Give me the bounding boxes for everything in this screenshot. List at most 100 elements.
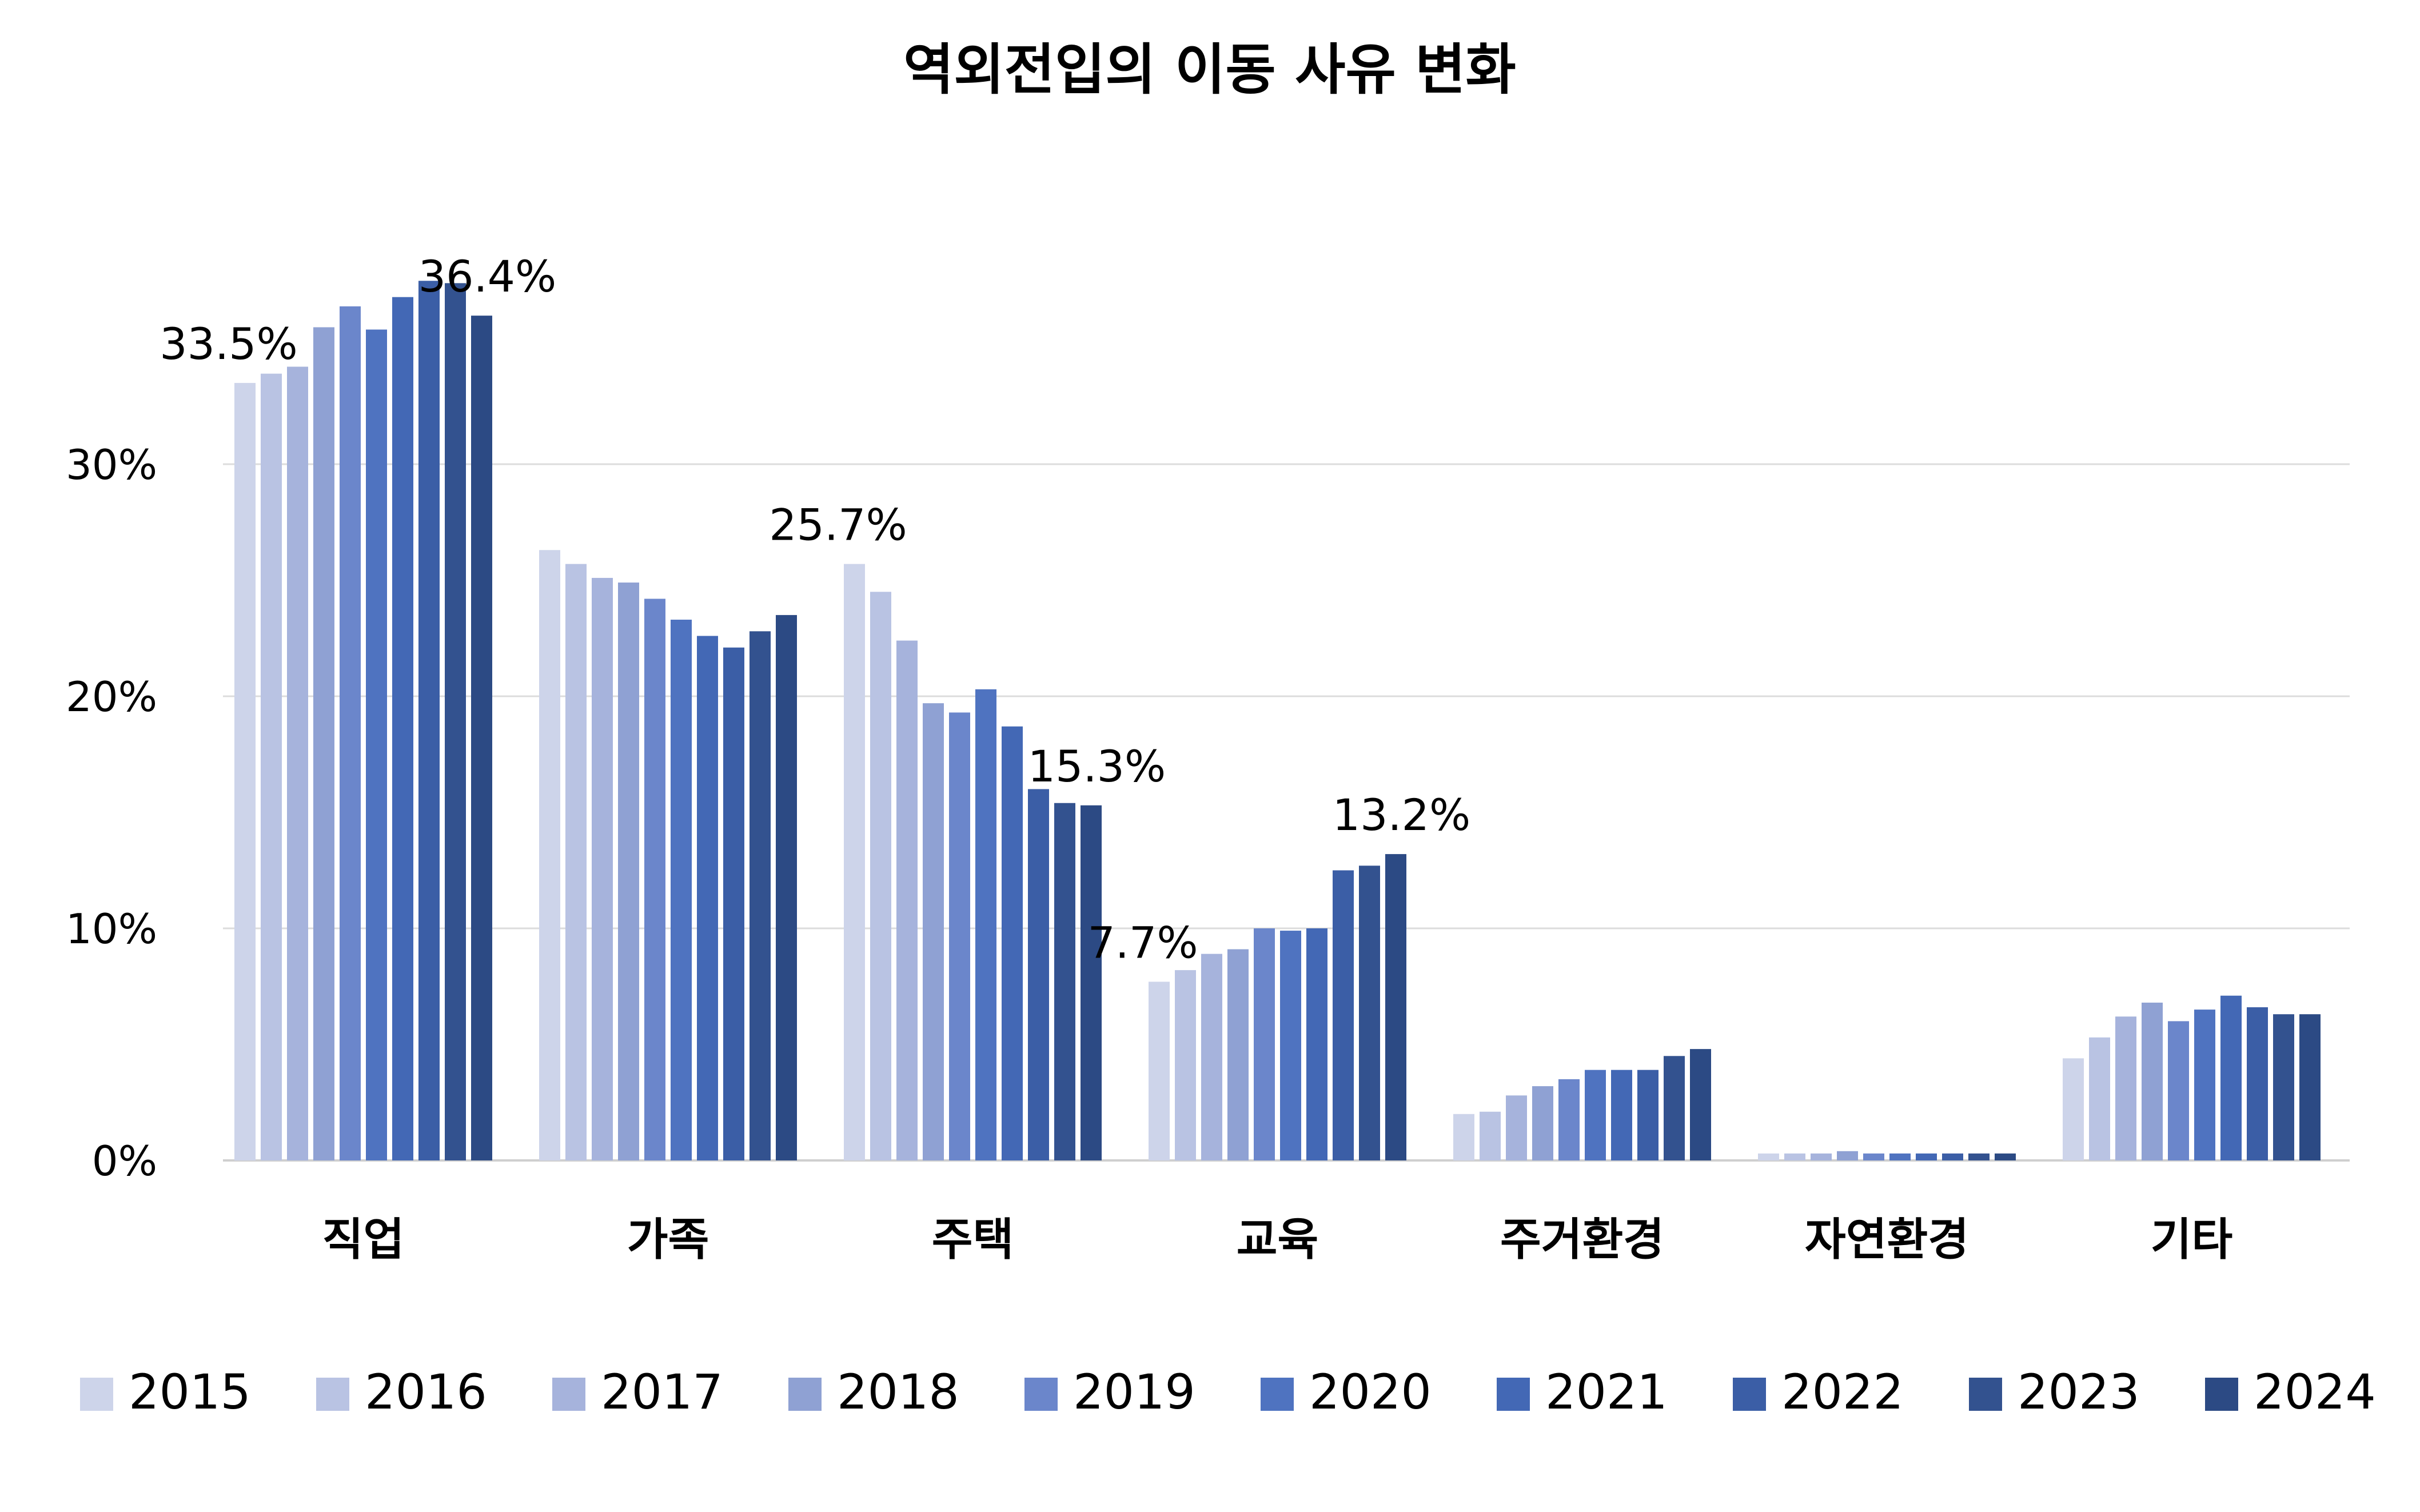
bar-2022-교육 xyxy=(1333,870,1354,1160)
bar-2019-교육 xyxy=(1254,928,1275,1160)
bar-2023-주택 xyxy=(1054,803,1075,1160)
y-tick-label: 20% xyxy=(66,673,157,721)
bar-2020-교육 xyxy=(1280,931,1301,1160)
x-category-label: 주거환경 xyxy=(1500,1214,1664,1266)
legend-label: 2019 xyxy=(1073,1364,1195,1420)
legend-swatch-2021 xyxy=(1497,1378,1530,1411)
data-label: 33.5% xyxy=(160,318,297,369)
bar-2022-주거환경 xyxy=(1637,1070,1658,1160)
data-label: 25.7% xyxy=(769,500,907,550)
bar-2024-기타 xyxy=(2299,1014,2321,1160)
legend-swatch-2019 xyxy=(1024,1378,1058,1411)
data-label: 36.4% xyxy=(418,251,556,302)
bar-2021-자연환경 xyxy=(1916,1153,1937,1160)
legend: 2015 2016 2017 2018 2019 2020 2021 2022 2023 2024 xyxy=(80,1364,2376,1420)
bar-2018-주택 xyxy=(923,703,944,1160)
legend-swatch-2017 xyxy=(552,1378,585,1411)
legend-swatch-2016 xyxy=(316,1378,349,1411)
bar-2022-직업 xyxy=(418,281,440,1160)
bar-2022-기타 xyxy=(2247,1007,2268,1160)
bar-2015-기타 xyxy=(2063,1058,2084,1160)
bar-2018-기타 xyxy=(2142,1002,2163,1160)
bar-2017-교육 xyxy=(1201,954,1222,1160)
bar-2019-주거환경 xyxy=(1558,1079,1580,1160)
bar-2019-가족 xyxy=(644,599,665,1160)
bar-2023-직업 xyxy=(445,283,466,1160)
bar-2020-자연환경 xyxy=(1889,1153,1911,1160)
x-category-label: 기타 xyxy=(2151,1214,2233,1266)
y-axis: 0% 10% 20% 30% xyxy=(66,441,157,1185)
legend-label: 2023 xyxy=(2018,1364,2140,1420)
x-category-label: 자연환경 xyxy=(1805,1214,1969,1266)
bar-2016-주택 xyxy=(870,592,891,1160)
bar-2021-교육 xyxy=(1306,928,1327,1160)
y-tick-label: 10% xyxy=(66,905,157,953)
bar-2023-교육 xyxy=(1359,865,1380,1160)
data-labels: 33.5% 36.4% 25.7% 15.3% 7.7% 13.2% xyxy=(160,251,1470,968)
bar-2015-자연환경 xyxy=(1758,1153,1779,1160)
legend-swatch-2023 xyxy=(1969,1378,2002,1411)
bar-2024-직업 xyxy=(471,316,492,1161)
bar-2021-직업 xyxy=(392,297,413,1161)
bar-2015-직업 xyxy=(234,382,256,1160)
legend-label: 2024 xyxy=(2254,1364,2376,1420)
legend-label: 2022 xyxy=(1781,1364,1904,1420)
bar-2020-주거환경 xyxy=(1585,1070,1606,1160)
bar-2017-주택 xyxy=(896,640,918,1160)
bar-2023-가족 xyxy=(749,631,771,1160)
bar-2024-주택 xyxy=(1081,805,1102,1160)
bar-2022-가족 xyxy=(723,647,744,1160)
bar-2020-직업 xyxy=(366,329,387,1160)
bar-2015-가족 xyxy=(539,550,560,1160)
bar-2017-자연환경 xyxy=(1811,1153,1832,1160)
bar-2021-기타 xyxy=(2220,995,2242,1160)
bar-2016-주거환경 xyxy=(1480,1111,1501,1160)
legend-label: 2021 xyxy=(1545,1364,1668,1420)
bar-2023-자연환경 xyxy=(1968,1153,1990,1160)
bar-2024-교육 xyxy=(1385,854,1406,1160)
bar-2020-가족 xyxy=(671,620,692,1160)
bar-2018-교육 xyxy=(1227,949,1249,1160)
bar-2016-가족 xyxy=(565,564,587,1160)
bar-2016-직업 xyxy=(261,373,282,1161)
legend-swatch-2022 xyxy=(1733,1378,1766,1411)
legend-swatch-2018 xyxy=(788,1378,822,1411)
bar-2022-주택 xyxy=(1028,789,1049,1160)
legend-label: 2020 xyxy=(1309,1364,1432,1420)
x-category-label: 교육 xyxy=(1237,1214,1319,1266)
bar-2023-기타 xyxy=(2273,1014,2294,1160)
bar-2017-주거환경 xyxy=(1506,1095,1527,1160)
bar-2020-주택 xyxy=(975,689,996,1160)
bar-2019-주택 xyxy=(949,712,970,1160)
bar-2021-주택 xyxy=(1002,726,1023,1160)
bar-2018-가족 xyxy=(618,583,639,1160)
bar-2021-가족 xyxy=(697,636,718,1160)
bar-2017-가족 xyxy=(592,577,613,1160)
bar-2016-자연환경 xyxy=(1784,1153,1805,1160)
y-tick-label: 30% xyxy=(66,441,157,489)
bar-2015-주거환경 xyxy=(1453,1114,1474,1160)
legend-label: 2018 xyxy=(837,1364,959,1420)
bar-2017-직업 xyxy=(287,366,308,1160)
bar-2019-직업 xyxy=(340,306,361,1161)
bar-2015-교육 xyxy=(1149,982,1170,1160)
legend-label: 2017 xyxy=(601,1364,723,1420)
x-axis: 직업 가족 주택 교육 주거환경 자연환경 기타 xyxy=(322,1214,2233,1266)
x-category-label: 직업 xyxy=(322,1214,405,1266)
data-label: 15.3% xyxy=(1028,741,1166,792)
bar-2018-주거환경 xyxy=(1532,1086,1553,1160)
bar-2016-기타 xyxy=(2089,1037,2110,1160)
data-label: 7.7% xyxy=(1087,917,1198,968)
bar-2022-자연환경 xyxy=(1942,1153,1963,1160)
bar-2018-자연환경 xyxy=(1837,1151,1858,1160)
legend-swatch-2015 xyxy=(80,1378,113,1411)
bar-2021-주거환경 xyxy=(1611,1070,1632,1160)
bar-2018-직업 xyxy=(313,327,334,1161)
bar-2017-기타 xyxy=(2115,1016,2136,1160)
bar-2016-교육 xyxy=(1175,970,1196,1160)
bar-2019-기타 xyxy=(2168,1021,2189,1160)
bar-2024-자연환경 xyxy=(1995,1153,2016,1160)
bars xyxy=(234,281,2321,1161)
legend-label: 2016 xyxy=(365,1364,487,1420)
x-category-label: 가족 xyxy=(627,1214,709,1266)
